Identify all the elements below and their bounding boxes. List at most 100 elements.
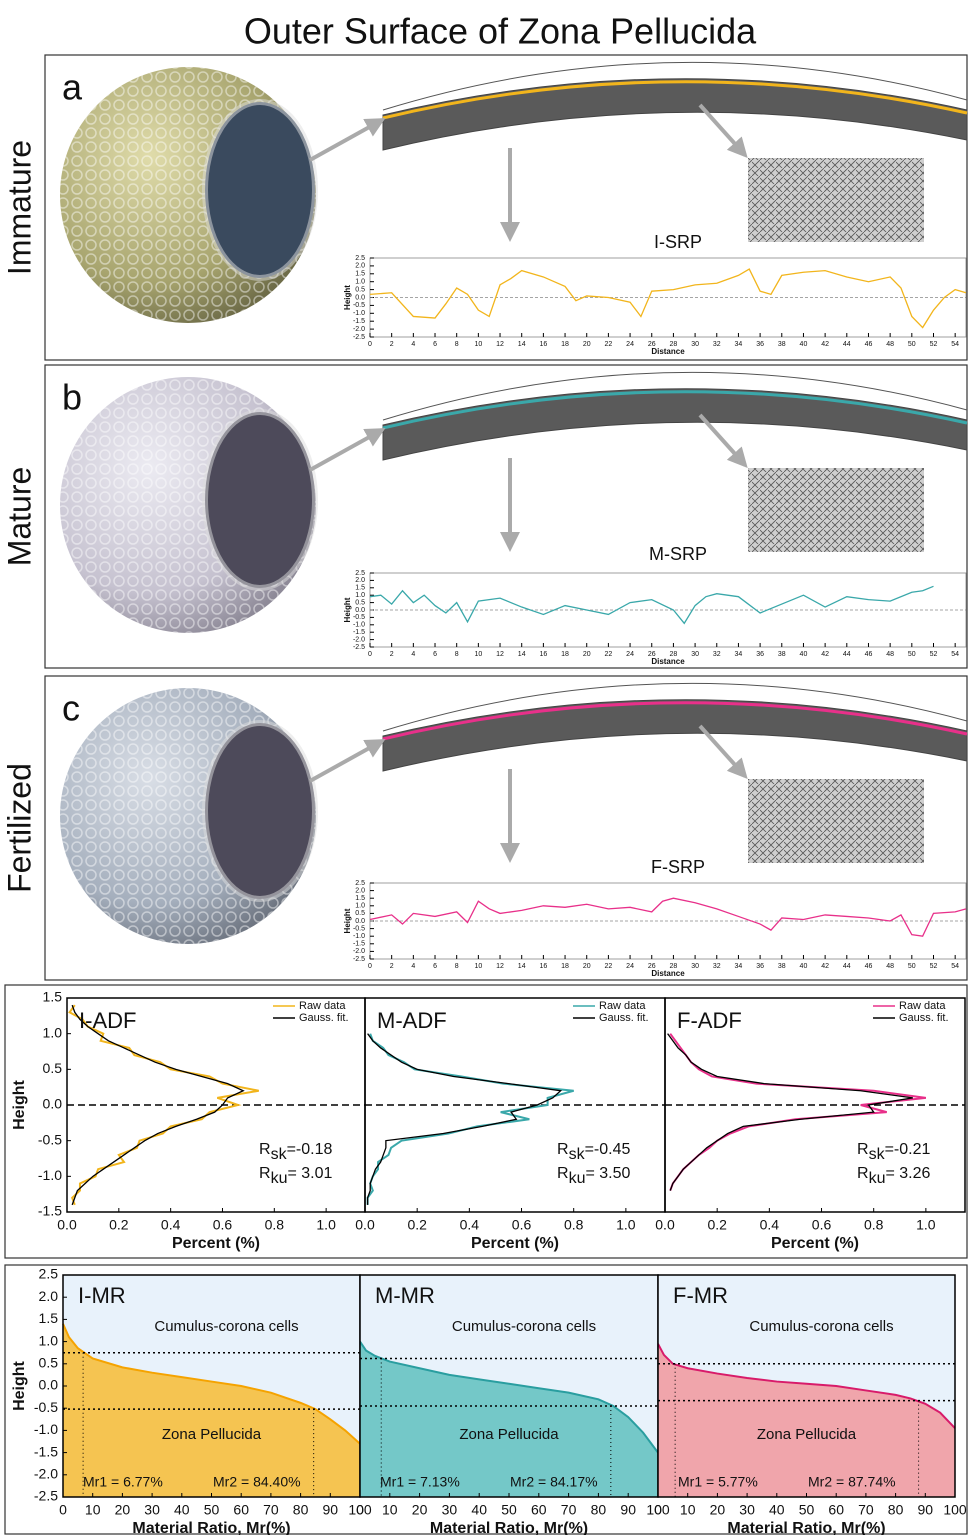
x-tick-label: 20 [412, 1502, 428, 1518]
chart-title: I-MR [78, 1283, 126, 1308]
x-tick-label: 38 [778, 963, 786, 970]
figure-title: Outer Surface of Zona Pellucida [244, 11, 757, 52]
y-tick-label: 0.0 [43, 1096, 63, 1112]
x-tick-label: 8 [455, 963, 459, 970]
material-line [359, 1341, 659, 1454]
stat-subscript: sk [869, 1146, 886, 1163]
stat-value: = 3.26 [885, 1165, 930, 1182]
chart-title: I-SRP [654, 232, 702, 252]
x-tick-label: 40 [800, 963, 808, 970]
x-axis-label: Percent (%) [471, 1235, 559, 1252]
x-tick-label: 40 [800, 341, 808, 348]
x-tick-label: 14 [518, 341, 526, 348]
y-tick-label: -1.0 [34, 1421, 58, 1437]
y-tick-label: 1.5 [39, 1310, 59, 1326]
x-tick-label: 16 [539, 651, 547, 658]
section-edge [382, 80, 968, 120]
arrow [698, 724, 748, 779]
x-tick-label: 1.0 [316, 1217, 336, 1233]
distribution-line [71, 1004, 245, 1206]
chart-title: M-SRP [649, 544, 707, 564]
x-tick-label: 46 [865, 341, 873, 348]
panel-frame [44, 675, 968, 981]
y-tick-label: 2.0 [355, 887, 365, 894]
y-tick-label: 2.5 [355, 880, 365, 887]
x-tick-label: 40 [471, 1502, 487, 1518]
x-tick-label: 0 [356, 1502, 364, 1518]
y-tick-label: 2.5 [39, 1266, 59, 1282]
x-tick-label: 20 [583, 341, 591, 348]
x-tick-label: 0.0 [57, 1217, 77, 1233]
statistic: Rsk=-0.45 [557, 1141, 630, 1163]
x-tick-label: 90 [620, 1502, 636, 1518]
stat-symbol: R [259, 1141, 271, 1158]
x-tick-label: 50 [908, 341, 916, 348]
region-label: Cumulus-corona cells [749, 1318, 893, 1335]
statistic: Rku= 3.01 [259, 1165, 333, 1187]
y-tick-label: -1.0 [38, 1167, 62, 1183]
x-tick-label: 54 [951, 651, 959, 658]
stat-subscript: ku [569, 1170, 586, 1187]
stat-symbol: R [857, 1141, 869, 1158]
distribution-line [366, 1033, 563, 1205]
x-tick-label: 38 [778, 651, 786, 658]
y-tick-label: 1.0 [355, 592, 365, 599]
ratio-label: Mr2 = 84.17% [510, 1474, 598, 1490]
x-tick-label: 0.6 [812, 1217, 832, 1233]
y-tick-label: 1.5 [43, 989, 63, 1005]
distribution-line [667, 1033, 913, 1191]
statistic: Rsk=-0.18 [259, 1141, 332, 1163]
chart-title: F-ADF [677, 1008, 742, 1033]
x-tick-label: 0.6 [213, 1217, 233, 1233]
region-label: Zona Pellucida [757, 1426, 857, 1443]
oocyte-opening [202, 409, 318, 591]
x-tick-label: 12 [496, 651, 504, 658]
x-axis-label: Percent (%) [771, 1235, 859, 1252]
x-tick-label: 0 [654, 1502, 662, 1518]
profile-line [369, 897, 967, 937]
y-tick-label: -2.5 [353, 956, 365, 963]
y-tick-label: -2.5 [353, 334, 365, 341]
x-tick-label: 70 [263, 1502, 279, 1518]
y-tick-label: -1.5 [353, 629, 365, 636]
y-axis-label: Height [343, 908, 352, 933]
stat-subscript: sk [569, 1146, 586, 1163]
x-tick-label: 0.2 [109, 1217, 129, 1233]
x-tick-label: 42 [821, 963, 829, 970]
y-axis-label: Height [11, 1360, 28, 1410]
x-tick-label: 16 [539, 341, 547, 348]
material-area [658, 1343, 955, 1497]
x-tick-label: 0.4 [161, 1217, 181, 1233]
x-tick-label: 10 [474, 651, 482, 658]
arrow [698, 103, 748, 158]
x-tick-label: 20 [583, 963, 591, 970]
x-tick-label: 6 [433, 341, 437, 348]
x-axis-label: Distance [651, 657, 685, 666]
x-tick-label: 1.0 [616, 1217, 636, 1233]
stat-symbol: R [857, 1165, 869, 1182]
stat-symbol: R [259, 1165, 271, 1182]
section-arc [382, 78, 968, 151]
legend-label: Raw data [899, 1000, 946, 1012]
tem-image [748, 779, 924, 863]
x-tick-label: 34 [735, 341, 743, 348]
x-tick-label: 18 [561, 651, 569, 658]
x-tick-label: 46 [865, 651, 873, 658]
x-tick-label: 38 [778, 341, 786, 348]
x-tick-label: 44 [843, 963, 851, 970]
section-edge [382, 701, 968, 741]
ratio-label: Mr2 = 84.40% [213, 1474, 301, 1490]
y-axis-label: Height [11, 1079, 28, 1129]
adf-frame [4, 984, 968, 1259]
x-tick-label: 42 [821, 651, 829, 658]
x-tick-label: 10 [474, 341, 482, 348]
x-tick-label: 24 [626, 341, 634, 348]
y-tick-label: -0.5 [353, 614, 365, 621]
stat-subscript: ku [869, 1170, 886, 1187]
x-tick-label: 100 [348, 1502, 372, 1518]
y-tick-label: -2.0 [34, 1466, 58, 1482]
x-tick-label: 6 [433, 963, 437, 970]
x-tick-label: 22 [605, 651, 613, 658]
x-tick-label: 52 [930, 963, 938, 970]
